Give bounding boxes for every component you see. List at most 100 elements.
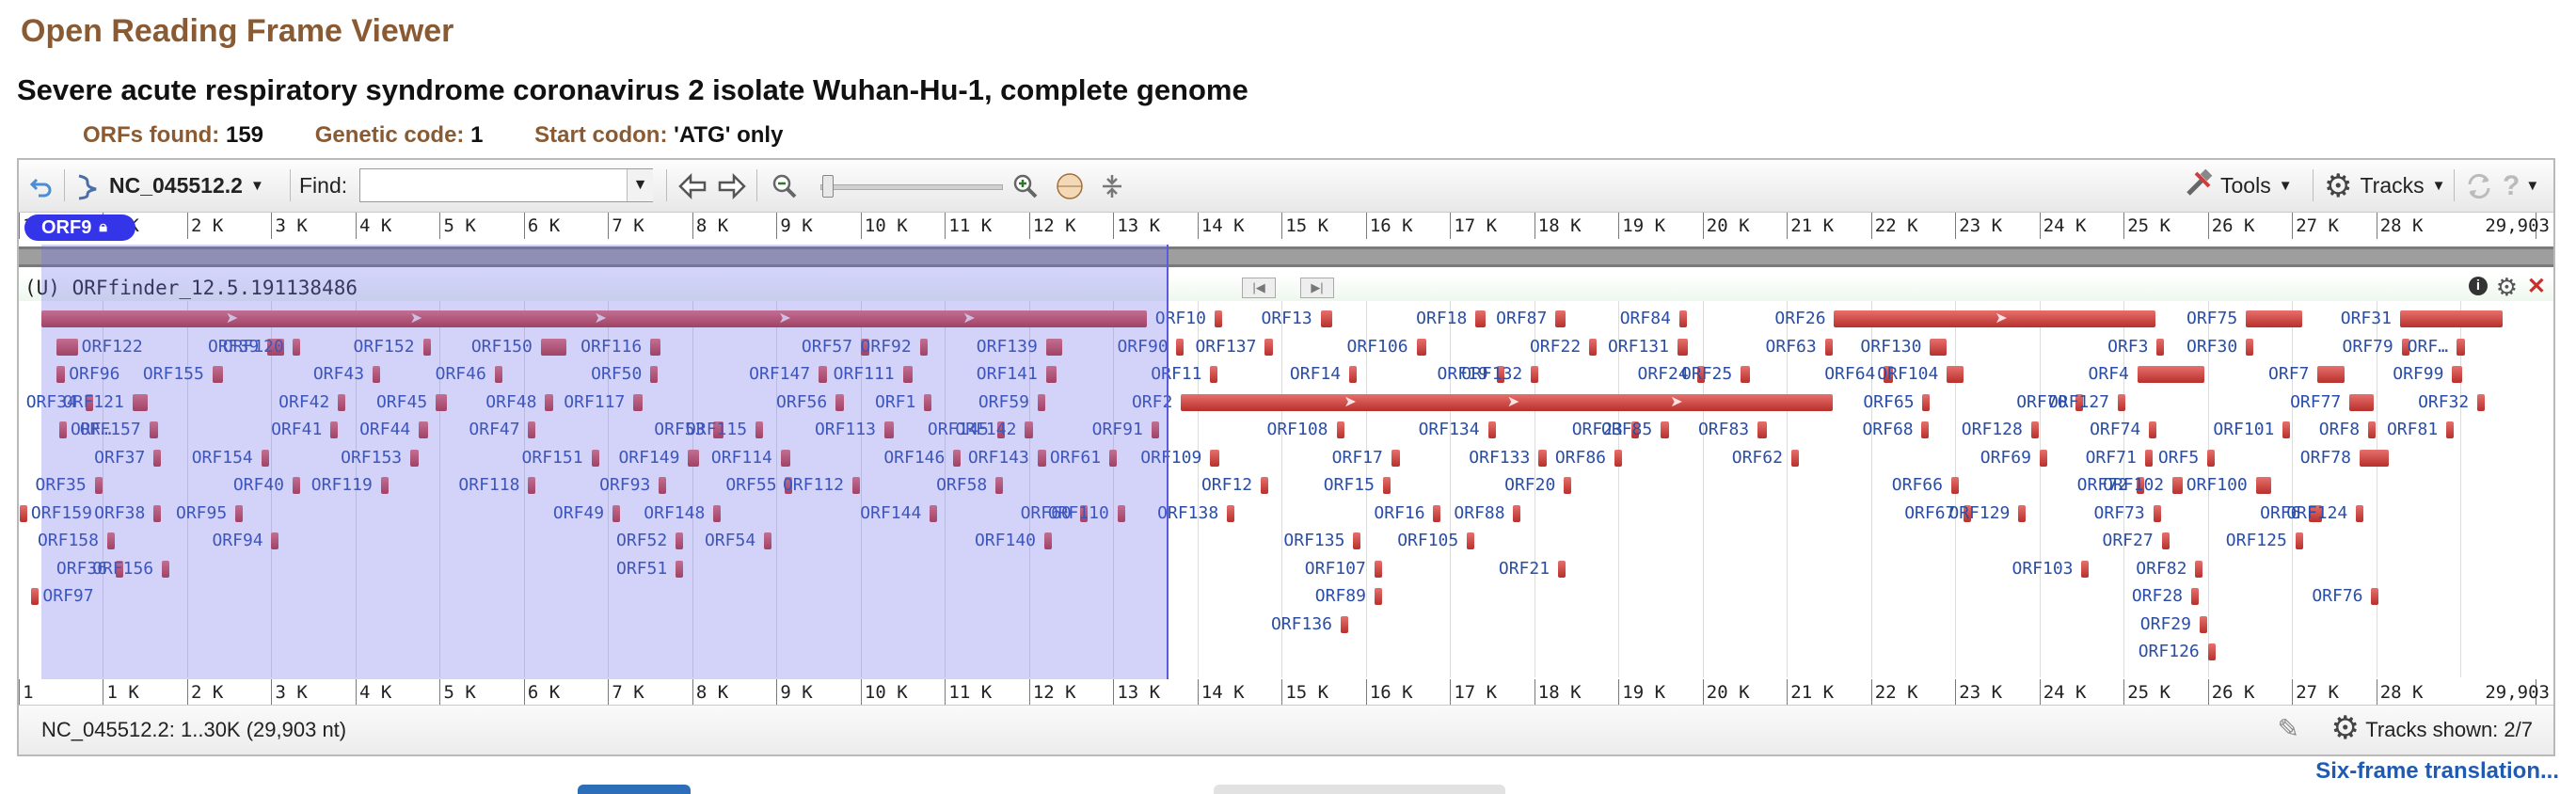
orf-label[interactable]: ORF24 xyxy=(1637,364,1689,384)
orf-feature[interactable] xyxy=(338,393,346,411)
orf-label[interactable]: ORF112 xyxy=(782,475,844,495)
orf-feature[interactable] xyxy=(1555,310,1566,327)
orf-feature[interactable] xyxy=(106,532,115,549)
orf-label[interactable]: ORF134 xyxy=(1418,420,1480,439)
orf-label[interactable]: ORF148 xyxy=(644,502,706,523)
orf-feature[interactable] xyxy=(2245,338,2253,356)
orf-feature[interactable] xyxy=(851,477,860,494)
atg-icon[interactable] xyxy=(1054,160,1086,212)
orf-feature[interactable] xyxy=(2477,393,2486,411)
orf-label[interactable]: ORF29 xyxy=(2139,613,2191,634)
orf-feature[interactable] xyxy=(212,366,223,383)
orf-feature[interactable] xyxy=(713,504,722,522)
orf-feature[interactable]: ➤ xyxy=(1834,310,2156,327)
refresh-icon[interactable] xyxy=(2463,160,2495,212)
orf-feature[interactable] xyxy=(763,532,771,549)
tracks-menu[interactable]: ⚙ Tracks ▼ xyxy=(2324,160,2446,212)
orf-feature[interactable] xyxy=(1588,338,1597,356)
nav-back-button[interactable]: |◀ xyxy=(1242,278,1276,298)
orf-feature[interactable] xyxy=(2190,588,2199,605)
orf-label[interactable]: ORF97 xyxy=(42,586,94,606)
orf-label[interactable]: ORF157 xyxy=(79,420,141,439)
orf-feature[interactable] xyxy=(1950,477,1959,494)
orf-label[interactable]: ORF6 xyxy=(2260,502,2301,523)
orf-label[interactable]: ORF34 xyxy=(25,391,77,412)
orf-label[interactable]: ORF22 xyxy=(1529,336,1582,357)
orf-label[interactable]: ORF14 xyxy=(1289,364,1342,384)
orf-feature[interactable] xyxy=(2401,338,2410,356)
orf-label[interactable]: ORF100 xyxy=(2186,475,2248,495)
orf-feature[interactable] xyxy=(1037,393,1045,411)
orf-label[interactable]: ORF115 xyxy=(686,420,748,439)
orf-feature[interactable] xyxy=(266,338,284,356)
orf-feature[interactable] xyxy=(835,393,844,411)
orf-feature[interactable] xyxy=(1467,532,1475,549)
orf-feature[interactable] xyxy=(494,366,502,383)
orf-label[interactable]: ORF117 xyxy=(564,391,626,412)
orf-label[interactable]: ORF79 xyxy=(2342,336,2393,357)
orf-feature[interactable] xyxy=(676,532,684,549)
orf-label[interactable]: ORF60 xyxy=(1020,502,1072,523)
orf-feature[interactable] xyxy=(2156,338,2165,356)
forward-arrow-icon[interactable] xyxy=(715,160,749,212)
orf-label[interactable]: ORF106 xyxy=(1346,336,1408,357)
orf-label[interactable]: ORF146 xyxy=(883,447,946,468)
orf-label[interactable]: ORF5 xyxy=(2157,447,2200,468)
orf-feature[interactable] xyxy=(1741,366,1750,383)
orf-feature[interactable] xyxy=(540,338,566,356)
orf-label[interactable]: ORF153 xyxy=(341,447,403,468)
orf-label[interactable]: ORF76 xyxy=(2312,586,2363,606)
orf-label[interactable]: ORF55 xyxy=(725,475,777,495)
orf-label[interactable]: ORF111 xyxy=(833,364,895,384)
orf-feature[interactable] xyxy=(1790,449,1799,467)
orf-label[interactable]: ORF89 xyxy=(1314,586,1366,606)
orf-label[interactable]: ORF126 xyxy=(2138,642,2200,661)
orf-label[interactable]: ORF4 xyxy=(2088,364,2129,384)
orf-feature[interactable] xyxy=(94,477,103,494)
orf-feature[interactable] xyxy=(650,338,660,356)
orf-label[interactable]: ORF143 xyxy=(967,447,1029,468)
orf-label[interactable]: ORF3 xyxy=(2107,336,2149,357)
orf-label[interactable]: ORF120 xyxy=(222,336,284,357)
orf-feature[interactable] xyxy=(2349,393,2374,411)
orf-label[interactable]: ORF66 xyxy=(1891,475,1943,495)
help-menu[interactable]: ? ▼ xyxy=(2503,160,2539,212)
orf-feature[interactable] xyxy=(612,504,620,522)
orf-label[interactable]: ORF94 xyxy=(212,531,263,550)
orf-label[interactable]: ORF145 xyxy=(927,420,989,439)
orf-feature[interactable] xyxy=(995,477,1004,494)
orf-feature[interactable] xyxy=(56,366,66,383)
orf-label[interactable]: ORF142 xyxy=(955,420,1017,439)
orf-label[interactable]: ORF25 xyxy=(1681,364,1733,384)
orf-feature[interactable] xyxy=(1176,338,1185,356)
orf-label[interactable]: ORF20 xyxy=(1504,475,1556,495)
orf-label[interactable]: ORF158 xyxy=(37,531,99,550)
bottom-primary-button[interactable] xyxy=(578,785,691,794)
orf-feature[interactable] xyxy=(410,449,420,467)
orf-label[interactable]: ORF7 xyxy=(2268,364,2310,384)
orf-label[interactable]: ORF31 xyxy=(2340,309,2392,328)
orf-feature[interactable] xyxy=(2359,449,2390,467)
orf-label[interactable]: ORF51 xyxy=(616,558,668,579)
orf-label[interactable]: ORF1 xyxy=(875,391,916,412)
back-arrow-icon[interactable] xyxy=(676,160,709,212)
orf-feature[interactable] xyxy=(2295,532,2303,549)
orf-feature[interactable] xyxy=(1487,421,1496,438)
orf-feature[interactable] xyxy=(1374,560,1382,578)
orf-feature[interactable] xyxy=(2199,615,2207,633)
orf-feature[interactable] xyxy=(919,338,928,356)
orf-label[interactable]: ORF85 xyxy=(1601,420,1653,439)
orf-label[interactable]: ORF70 xyxy=(2016,391,2068,412)
orf-label[interactable]: ORF138 xyxy=(1157,502,1219,523)
orf-label[interactable]: ORF155 xyxy=(142,364,204,384)
orf-feature[interactable] xyxy=(1210,366,1218,383)
orf-feature[interactable] xyxy=(1227,504,1235,522)
orf-feature[interactable] xyxy=(2452,366,2462,383)
orf-label[interactable]: ORF48 xyxy=(485,391,537,412)
orf-label[interactable]: ORF65 xyxy=(1863,391,1915,412)
orf-label[interactable]: ORF114 xyxy=(710,447,772,468)
orf-feature[interactable] xyxy=(902,366,914,383)
orf-feature[interactable] xyxy=(1496,366,1504,383)
orf-feature[interactable] xyxy=(1557,560,1566,578)
orf-feature[interactable] xyxy=(1964,504,1972,522)
